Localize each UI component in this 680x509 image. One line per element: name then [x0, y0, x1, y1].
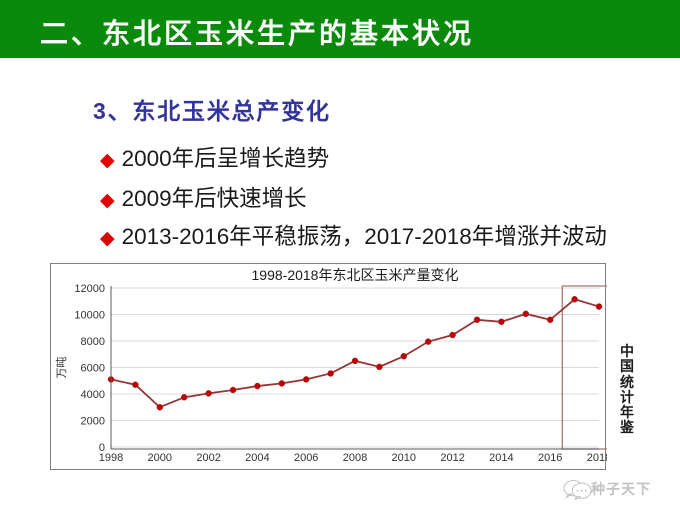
- svg-text:2008: 2008: [343, 452, 367, 464]
- svg-text:4000: 4000: [81, 389, 105, 401]
- svg-text:8000: 8000: [81, 336, 105, 348]
- svg-text:万吨: 万吨: [55, 357, 68, 379]
- svg-text:10000: 10000: [74, 310, 105, 322]
- svg-text:2010: 2010: [392, 452, 416, 464]
- svg-text:2006: 2006: [294, 452, 318, 464]
- svg-text:2002: 2002: [196, 452, 220, 464]
- svg-text:2016: 2016: [538, 452, 562, 464]
- svg-text:2018: 2018: [587, 452, 607, 464]
- svg-text:1998-2018年东北区玉米产量变化: 1998-2018年东北区玉米产量变化: [252, 267, 459, 283]
- svg-text:1998: 1998: [99, 452, 123, 464]
- svg-text:12000: 12000: [74, 283, 105, 295]
- svg-text:2014: 2014: [489, 452, 513, 464]
- svg-text:2000: 2000: [148, 452, 172, 464]
- svg-text:2012: 2012: [440, 452, 464, 464]
- svg-text:6000: 6000: [81, 363, 105, 375]
- svg-text:2000: 2000: [81, 416, 105, 428]
- svg-text:2004: 2004: [245, 452, 269, 464]
